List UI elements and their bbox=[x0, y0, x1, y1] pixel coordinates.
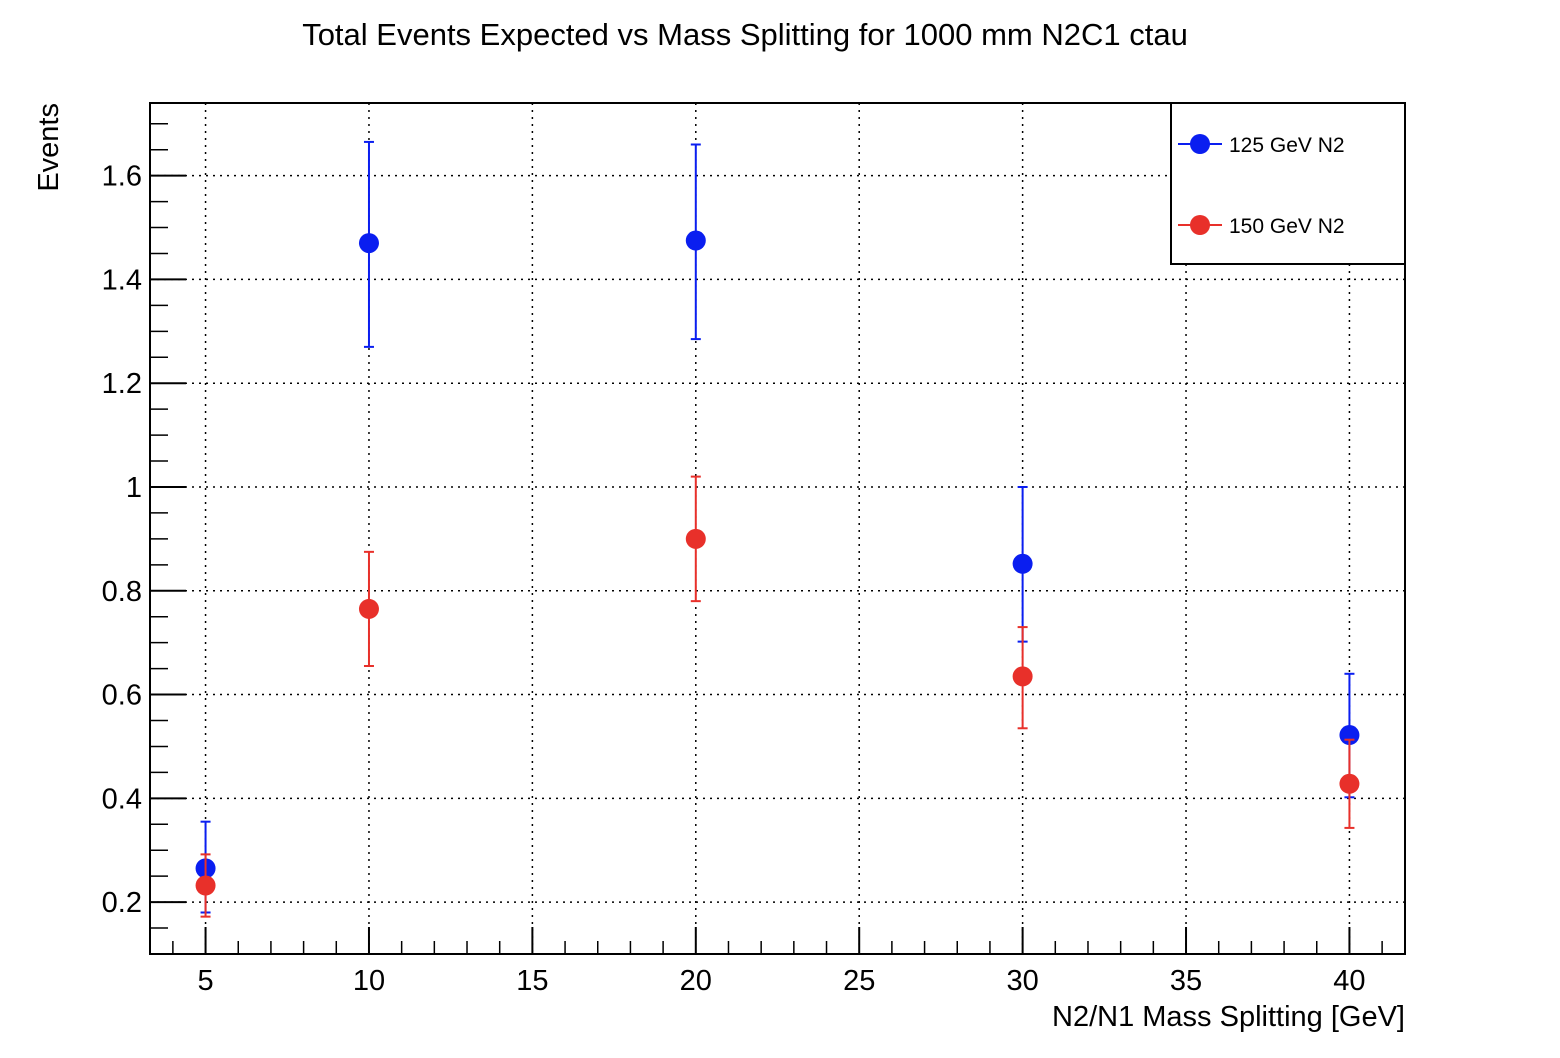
legend-label: 150 GeV N2 bbox=[1229, 215, 1345, 238]
y-tick-label: 1.2 bbox=[102, 368, 142, 400]
series-2 bbox=[195, 475, 1360, 918]
x-axis-title: N2/N1 Mass Splitting [GeV] bbox=[1052, 1001, 1405, 1033]
data-point bbox=[358, 598, 379, 619]
x-tick-label: 35 bbox=[1170, 965, 1202, 997]
data-point bbox=[195, 875, 216, 896]
x-tick-label: 40 bbox=[1333, 965, 1365, 997]
plot-frame bbox=[149, 102, 1406, 955]
data-point bbox=[685, 528, 706, 549]
axis-ticks bbox=[150, 123, 1383, 955]
y-tick-label: 0.4 bbox=[102, 783, 142, 815]
y-axis-title: Events bbox=[33, 103, 65, 192]
x-tick-label: 15 bbox=[516, 965, 548, 997]
x-tick-labels: 5 10 15 20 25 30 35 40 bbox=[197, 965, 1365, 997]
y-tick-label: 1.4 bbox=[102, 264, 142, 296]
legend-marker bbox=[1190, 134, 1210, 154]
series-1 bbox=[195, 140, 1360, 914]
legend-box bbox=[1170, 102, 1406, 265]
x-tick-label: 25 bbox=[843, 965, 875, 997]
x-tick-label: 30 bbox=[1006, 965, 1038, 997]
y-tick-label: 1.6 bbox=[102, 161, 142, 193]
x-tick-label: 10 bbox=[353, 965, 385, 997]
data-point bbox=[685, 230, 706, 251]
y-tick-label: 0.6 bbox=[102, 680, 142, 712]
x-tick-label: 5 bbox=[197, 965, 213, 997]
legend: 125 GeV N2 150 GeV N2 bbox=[1170, 102, 1406, 265]
legend-label: 125 GeV N2 bbox=[1229, 134, 1345, 157]
y-tick-labels: 0.2 0.4 0.6 0.8 1 1.2 1.4 1.6 bbox=[102, 161, 142, 919]
chart-title: Total Events Expected vs Mass Splitting … bbox=[302, 17, 1188, 52]
legend-entry: 150 GeV N2 bbox=[1178, 215, 1345, 238]
x-tick-label: 20 bbox=[680, 965, 712, 997]
data-point bbox=[1339, 773, 1360, 794]
data-point bbox=[1012, 553, 1033, 574]
legend-entry: 125 GeV N2 bbox=[1178, 134, 1345, 157]
y-tick-label: 1 bbox=[126, 472, 142, 504]
y-tick-label: 0.8 bbox=[102, 576, 142, 608]
legend-marker bbox=[1190, 215, 1210, 235]
data-point bbox=[358, 233, 379, 254]
data-point bbox=[1012, 666, 1033, 687]
data-series bbox=[195, 140, 1360, 918]
y-tick-label: 0.2 bbox=[102, 887, 142, 919]
